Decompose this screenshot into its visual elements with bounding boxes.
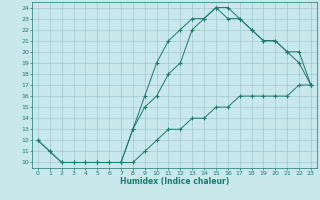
X-axis label: Humidex (Indice chaleur): Humidex (Indice chaleur)	[120, 177, 229, 186]
